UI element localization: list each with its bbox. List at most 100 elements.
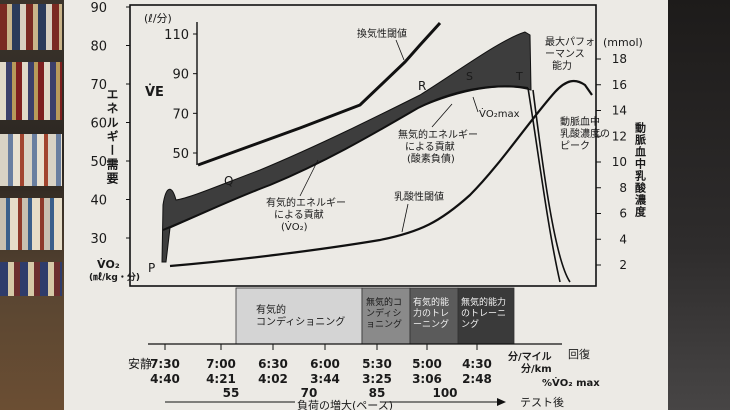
anaerobic-pointer bbox=[431, 103, 453, 128]
aerobic-pointer bbox=[299, 159, 319, 197]
left-axis-ticks: 90 80 70 60 50 40 30 bbox=[90, 1, 130, 247]
max-performance-line-2: ーマンス bbox=[545, 49, 585, 60]
per-km-label: 3:06 bbox=[412, 372, 442, 386]
point-r-label: R bbox=[418, 79, 426, 93]
vo2max-pointer bbox=[472, 96, 479, 113]
right-tick-label: 10 bbox=[612, 155, 627, 169]
per-km-label: 4:40 bbox=[150, 372, 180, 386]
per-mile-label: 7:30 bbox=[150, 357, 180, 371]
left-tick-label: 30 bbox=[90, 232, 107, 247]
bookshelf-background bbox=[0, 0, 66, 410]
left-tick-label: 40 bbox=[90, 194, 107, 209]
rest-label: 安静 bbox=[128, 356, 152, 371]
zone-3-label-1: 有気的能 bbox=[413, 296, 449, 308]
energy-recovery-line bbox=[532, 89, 571, 283]
pct-vo2max-label: 70 bbox=[301, 386, 318, 400]
anaerobic-label-2: による貢献 bbox=[405, 140, 455, 153]
vent-threshold-label: 換気性閾値 bbox=[357, 27, 407, 40]
ve-tick-label: 70 bbox=[172, 107, 189, 122]
lactate-peak-line-1: 動脈血中 bbox=[560, 115, 600, 128]
zone-3-label-2: 力のトレ bbox=[413, 307, 449, 319]
pct-vo2max-label: 85 bbox=[369, 386, 386, 400]
left-axis-label: エネルギー需要 bbox=[105, 88, 119, 186]
lactate-peak-line-2: 乳酸濃度の bbox=[560, 127, 610, 140]
right-tick-label: 6 bbox=[619, 207, 627, 221]
per-mile-label: 5:00 bbox=[412, 357, 442, 371]
left-tick-label: 90 bbox=[90, 1, 107, 16]
books-row bbox=[0, 62, 62, 120]
vo2-recovery-line bbox=[527, 87, 561, 283]
books-row bbox=[0, 4, 62, 50]
vo2-series-line bbox=[162, 85, 529, 231]
per-km-label: 3:44 bbox=[310, 372, 340, 386]
books-row bbox=[0, 262, 62, 296]
per-mile-label: 7:00 bbox=[206, 357, 236, 371]
training-zones: 有気的 コンディショニング 無気的コ ンディシ ョニング 有気的能 力のトレ ー… bbox=[235, 287, 515, 345]
ve-axis-ticks: 110 90 70 50 bbox=[164, 28, 197, 162]
per-mile-label: 4:30 bbox=[462, 357, 492, 371]
zone-4-label-3: ング bbox=[461, 318, 479, 330]
zone-1-label-2: コンディショニング bbox=[256, 315, 345, 328]
zone-2-label-3: ョニング bbox=[366, 318, 402, 330]
left-tick-label: 80 bbox=[90, 40, 107, 55]
per-mile-label: 6:00 bbox=[310, 357, 340, 371]
ve-tick-label: 50 bbox=[172, 147, 189, 162]
zone-2-label-2: ンディシ bbox=[366, 307, 401, 319]
ve-axis-label: V̇E bbox=[145, 85, 164, 100]
aerobic-label-3: (V̇O₂) bbox=[281, 220, 308, 233]
left-tick-label: 60 bbox=[90, 117, 107, 132]
unit-per-mile: 分/マイル bbox=[508, 350, 552, 363]
books-row bbox=[0, 198, 62, 250]
aerobic-label-1: 有気的エネルギー bbox=[266, 196, 346, 209]
aerobic-label-2: による貢献 bbox=[274, 208, 324, 221]
zone-anaerobic-capacity bbox=[457, 287, 515, 345]
lactate-threshold-label: 乳酸性閾値 bbox=[394, 190, 444, 203]
ve-unit-label: (ℓ/分) bbox=[144, 12, 172, 25]
per-mile-label: 6:30 bbox=[258, 357, 288, 371]
max-performance-line-1: 最大パフォ bbox=[545, 35, 595, 48]
vo2max-label: V̇O₂max bbox=[479, 107, 520, 120]
progression-label: 負荷の増大(ペース) bbox=[297, 398, 393, 410]
per-mile-label: 5:30 bbox=[362, 357, 392, 371]
point-q-label: Q bbox=[224, 174, 233, 188]
per-km-label: 4:21 bbox=[206, 372, 236, 386]
energy-contribution-area bbox=[161, 31, 532, 263]
point-s-label: S bbox=[466, 70, 473, 83]
recovery-label: 回復 bbox=[568, 348, 590, 361]
per-km-label: 4:02 bbox=[258, 372, 288, 386]
unit-per-km: 分/km bbox=[521, 362, 552, 375]
ve-series-line bbox=[197, 21, 442, 167]
post-test-label: テスト後 bbox=[520, 395, 564, 409]
point-t-label: T bbox=[515, 70, 523, 83]
zone-3-label-3: ーニング bbox=[413, 318, 449, 330]
point-p-label: P bbox=[148, 261, 155, 275]
ve-tick-label: 110 bbox=[164, 28, 189, 43]
ve-tick-label: 90 bbox=[172, 68, 189, 83]
books-row bbox=[0, 134, 62, 186]
max-performance-line-3: 能力 bbox=[552, 59, 572, 72]
right-tick-label: 4 bbox=[619, 232, 627, 246]
lactate-peak-line-3: ピーク bbox=[560, 140, 590, 152]
pct-vo2max-label: 100 bbox=[432, 386, 457, 400]
pace-axis-ticks: 7:304:40 7:004:21 6:304:02 6:003:44 5:303:25… bbox=[150, 344, 492, 400]
zone-1-label-1: 有気的 bbox=[256, 303, 286, 316]
pct-vo2max-label: 55 bbox=[223, 386, 240, 400]
anaerobic-label-3: (酸素負債) bbox=[407, 152, 455, 165]
per-km-label: 3:25 bbox=[362, 372, 392, 386]
zone-aerobic-conditioning bbox=[235, 287, 363, 345]
right-tick-label: 14 bbox=[612, 104, 627, 118]
left-tick-label: 50 bbox=[90, 155, 107, 170]
zone-aerobic-capacity bbox=[409, 287, 459, 345]
right-tick-label: 18 bbox=[612, 52, 627, 66]
right-axis-unit: (mmol) bbox=[603, 36, 643, 49]
zone-anaerobic-conditioning bbox=[361, 287, 411, 345]
right-tick-label: 2 bbox=[619, 258, 627, 272]
lactate-threshold-pointer bbox=[401, 203, 409, 233]
lactate-series-line bbox=[169, 79, 593, 268]
zone-4-label-1: 無気的能力 bbox=[461, 296, 506, 308]
right-axis-label: 動脈血中乳酸濃度 bbox=[634, 121, 647, 218]
anaerobic-label-1: 無気的エネルギー bbox=[398, 128, 478, 141]
zone-4-label-2: のトレーニ bbox=[461, 309, 506, 319]
per-km-label: 2:48 bbox=[462, 372, 492, 386]
